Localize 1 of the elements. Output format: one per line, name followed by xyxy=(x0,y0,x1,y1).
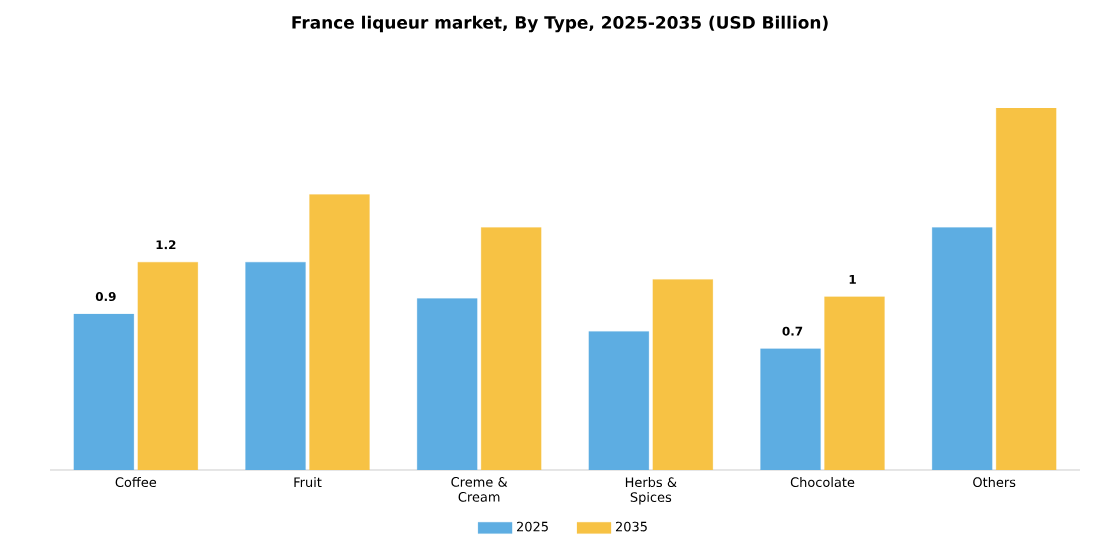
chart-title: France liqueur market, By Type, 2025-2035 (USD Billion) xyxy=(292,15,828,33)
